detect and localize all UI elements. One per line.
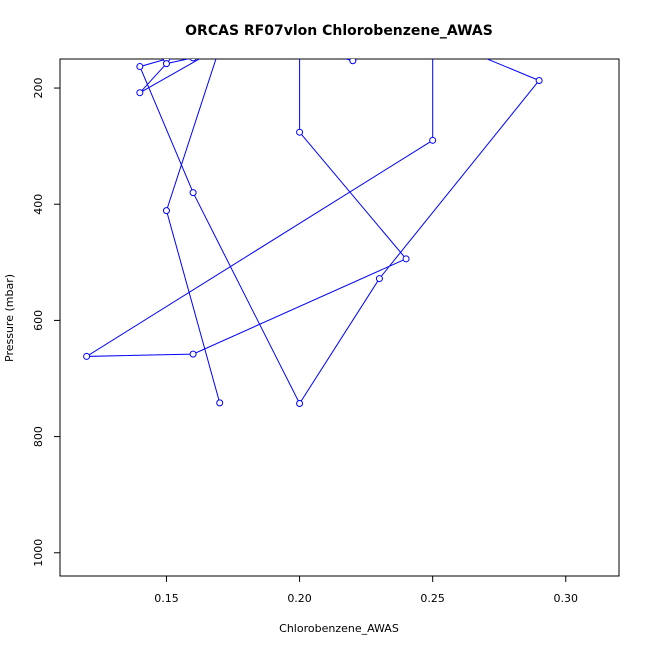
- data-point: [297, 44, 303, 50]
- y-tick-label: 800: [32, 426, 45, 447]
- data-point: [535, 76, 543, 84]
- chart-title: ORCAS RF07vlon Chlorobenzene_AWAS: [185, 23, 493, 39]
- data-point: [349, 59, 357, 65]
- x-axis-label: Chlorobenzene_AWAS: [279, 622, 399, 635]
- data-point: [402, 255, 410, 263]
- data-point: [83, 352, 91, 360]
- plot-area-frame: [59, 58, 620, 577]
- y-tick-label: 200: [32, 78, 45, 99]
- series-line: [84, 59, 540, 405]
- data-point: [375, 275, 383, 283]
- x-tick-label: 0.20: [287, 592, 312, 605]
- data-point: [136, 63, 144, 71]
- data-point: [189, 350, 197, 358]
- x-tick-label: 0.25: [420, 592, 445, 605]
- y-axis: 200 400 600 800 1000: [32, 78, 60, 567]
- y-axis-label: Pressure (mbar): [3, 274, 16, 362]
- data-point: [456, 44, 462, 50]
- x-tick-label: 0.15: [154, 592, 179, 605]
- data-point: [430, 44, 436, 50]
- data-point: [162, 207, 170, 215]
- data-point: [162, 60, 170, 68]
- data-point: [189, 59, 197, 62]
- x-tick-label: 0.30: [554, 592, 579, 605]
- data-point: [136, 89, 144, 97]
- data-point: [296, 399, 304, 407]
- data-point: [216, 399, 224, 407]
- y-tick-label: 1000: [32, 539, 45, 567]
- data-point: [189, 189, 197, 197]
- y-tick-label: 400: [32, 194, 45, 215]
- y-tick-label: 600: [32, 310, 45, 331]
- x-axis: 0.15 0.20 0.25 0.30: [154, 576, 578, 605]
- data-point: [429, 136, 437, 144]
- plot-layer: [83, 44, 543, 407]
- data-point: [296, 128, 304, 136]
- data-point: [217, 44, 223, 50]
